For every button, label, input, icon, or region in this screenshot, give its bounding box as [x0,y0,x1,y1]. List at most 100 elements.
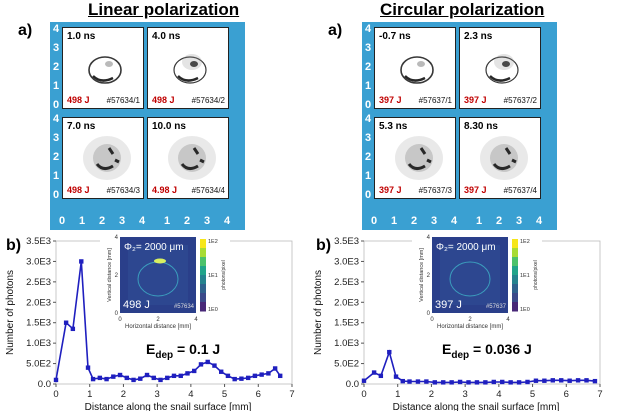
data-point [117,372,123,378]
data-point [550,378,555,383]
data-point [212,363,217,368]
data-point [387,349,392,355]
edep-left: Edep = 0.1 J [146,341,220,361]
y-tick-label: 1.5E3 [26,318,51,329]
right-image-panel: -0.7 ns 397 J #57637/1 [374,27,456,109]
data-point [592,378,598,384]
right-y-tick: 1 [365,170,372,182]
edep-left-sub: dep [155,349,174,361]
data-point [70,326,76,332]
left-y-tick: 1 [53,80,60,92]
x-tick-label: 1 [395,389,400,400]
right-image-panel: 8.30 ns 397 J #57637/4 [459,117,541,199]
data-point [371,370,377,375]
left-panel-time: 1.0 ns [67,31,96,42]
data-point [178,373,183,379]
chart-right: 0.0 5.0E2 1.0E3 1.5E3 2.0E3 2.5E3 3.0E3 3.5E3 0 1… [313,236,603,411]
left-y-tick: 2 [53,61,60,73]
y-tick-label: 0.0 [346,379,359,390]
right-panel-shot-number: #57637/1 [418,96,452,105]
right-x-tick: 4 [536,215,543,227]
x-tick-label: 6 [256,389,261,400]
left-x-tick: 2 [99,215,106,227]
inset-ylabel: Vertical distance [mm] [419,248,425,302]
data-point [378,373,384,379]
data-point [131,377,136,383]
chart-left: 0.0 5.0E2 1.0E3 1.5E3 2.0E3 2.5E3 3.0E3 3.5E3 0 1… [5,236,295,411]
edep-right-label: E [442,341,452,357]
left-x-tick: 1 [164,215,171,227]
data-point [266,371,271,376]
right-panel-energy: 397 J [464,95,487,105]
data-point [90,376,96,382]
data-point [53,377,59,383]
left-xray-image [83,136,131,180]
right-panel-energy: 397 J [379,185,402,195]
right-y-tick: 1 [365,80,372,92]
inset-x-tick: 2 [156,317,160,323]
left-x-tick: 3 [204,215,211,227]
colorbar-segment [200,266,206,276]
colorbar-segment [200,257,206,267]
x-tick-label: 5 [530,389,535,400]
colorbar-segment [512,248,518,258]
label-b-right: b) [316,237,332,254]
right-panel-energy: 397 J [464,185,487,195]
inset-phi: Φ₂= 2000 μm [124,242,184,253]
data-point [104,376,109,382]
data-point [171,373,177,379]
series-line [363,349,595,384]
data-point [491,379,496,385]
data-point [165,375,170,381]
left-y-tick: 0 [53,99,60,111]
right-panel-time: 5.3 ns [379,121,408,132]
left-panel-time: 10.0 ns [152,121,186,132]
colorbar-segment [512,293,518,303]
y-axis-label: Number of photons [313,270,324,355]
inset-hotspot [154,258,166,264]
data-point [272,366,278,371]
data-point [483,380,488,385]
left-panel-energy: 4.98 J [152,185,178,195]
title-linear: Linear polarization [88,0,240,19]
left-x-tick: 0 [59,215,66,227]
left-panel-time: 4.0 ns [152,31,181,42]
inset-x-tick: 2 [468,317,472,323]
right-y-tick: 4 [365,23,372,35]
data-point [232,376,237,382]
data-point [192,368,197,374]
data-point [97,375,103,381]
x-tick-label: 4 [188,389,193,400]
data-point [400,378,405,384]
label-a-left: a) [18,22,33,39]
data-point [415,379,421,384]
data-point [584,378,589,383]
right-xray-image [395,136,443,180]
left-image-panel: 4.0 ns 498 J #57634/2 [147,27,229,109]
left-x-tick: 4 [224,215,231,227]
colorbar-segment [200,293,206,303]
data-point [559,378,564,383]
data-point [144,372,150,378]
edep-right-sub: dep [451,349,470,361]
inset-phi: Φ₂= 2000 μm [436,242,496,253]
right-image-panel: 5.3 ns 397 J #57637/3 [374,117,456,199]
right-panel-energy: 397 J [379,95,402,105]
y-tick-label: 5.0E2 [334,359,359,370]
left-xray-image [168,136,216,180]
x-tick-label: 6 [564,389,569,400]
y-tick-label: 5.0E2 [26,359,51,370]
data-point [239,376,244,381]
right-panel-shot-number: #57637/2 [503,96,537,105]
inset-x-tick: 4 [506,317,510,323]
inset-y-tick: 2 [427,273,431,279]
colorbar-segment [512,239,518,249]
edep-left-label: E [146,341,156,357]
data-point [516,380,522,385]
y-axis-label: Number of photons [5,270,16,355]
colorbar-segment [512,302,518,312]
left-panel-shot-number: #57634/3 [106,186,140,195]
right-panel-time: 2.3 ns [464,31,493,42]
inset-ring [449,261,491,297]
